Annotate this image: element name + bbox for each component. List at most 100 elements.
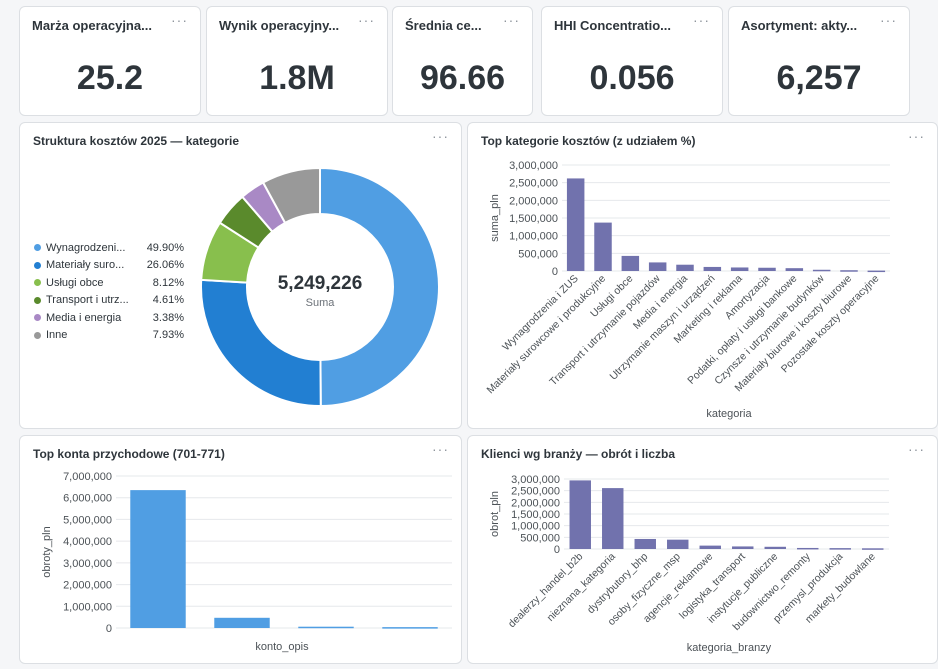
legend-item[interactable]: Wynagrodzeni... 49.90% (34, 239, 184, 257)
bar[interactable] (797, 547, 819, 550)
y-tick-label: 3,000,000 (509, 160, 558, 172)
kpi-card-operating-result[interactable]: Wynik operacyjny... ··· 1.8M (206, 6, 388, 116)
y-tick-label: 2,000,000 (511, 497, 560, 509)
y-tick-label: 500,000 (520, 532, 560, 544)
legend-item[interactable]: Inne 7.93% (34, 327, 184, 345)
card-title: Struktura kosztów 2025 — kategorie (33, 134, 240, 148)
legend-item[interactable]: Transport i utrz... 4.61% (34, 292, 184, 310)
more-options-icon[interactable]: ··· (908, 128, 925, 144)
legend-percent: 49.90% (146, 241, 184, 254)
more-options-icon[interactable]: ··· (908, 441, 925, 457)
kpi-value: 96.66 (419, 59, 506, 97)
more-options-icon[interactable]: ··· (432, 128, 449, 144)
revenue-accounts-bar-chart: 0 1,000,000 2,000,000 3,000,000 4,000,000 5,0… (41, 471, 452, 653)
kpi-value: 6,257 (776, 59, 862, 97)
y-tick-label: 1,000,000 (509, 231, 558, 243)
kpi-title: Asortyment: akty... (741, 18, 858, 33)
more-options-icon[interactable]: ··· (432, 441, 449, 457)
top-cost-categories-card: Top kategorie kosztów (z udziałem %) ···… (467, 122, 938, 429)
legend-item[interactable]: Materiały suro... 26.06% (34, 257, 184, 275)
legend-dot-icon (34, 244, 41, 252)
y-tick-label: 7,000,000 (63, 471, 112, 483)
bar[interactable] (764, 546, 786, 549)
kpi-card-operating-margin[interactable]: Marża operacyjna... ··· 25.2 (19, 6, 201, 116)
y-tick-label: 2,000,000 (63, 580, 112, 592)
y-tick-label: 0 (106, 623, 112, 635)
more-options-icon[interactable]: ··· (503, 12, 520, 28)
kpi-value: 25.2 (76, 59, 144, 97)
legend-dot-icon (34, 279, 41, 287)
card-title: Top konta przychodowe (701-771) (33, 447, 225, 461)
donut-slice[interactable] (319, 166, 441, 408)
kpi-card-average-price[interactable]: Średnia ce... ··· 96.66 (392, 6, 533, 116)
donut-center-label: Suma (306, 297, 336, 309)
bar[interactable] (840, 270, 858, 272)
bar[interactable] (214, 617, 270, 628)
bar[interactable] (676, 264, 694, 271)
y-tick-label: 1,500,000 (511, 509, 560, 521)
y-axis-title: suma_pln (489, 194, 501, 242)
more-options-icon[interactable]: ··· (693, 12, 710, 28)
bar[interactable] (758, 267, 776, 271)
bar[interactable] (602, 488, 624, 549)
bar[interactable] (867, 270, 886, 273)
y-tick-label: 1,000,000 (511, 521, 560, 533)
clients-by-industry-card: Klienci wg branży — obrót i liczba ··· 0… (467, 435, 938, 664)
bar[interactable] (667, 539, 689, 549)
y-axis-title: obrot_pln (489, 491, 501, 537)
y-tick-label: 500,000 (518, 248, 558, 260)
bar[interactable] (812, 269, 831, 272)
y-tick-label: 4,000,000 (63, 536, 112, 548)
donut-slice[interactable] (261, 166, 321, 225)
top-revenue-accounts-card: Top konta przychodowe (701-771) ··· 0 1,0… (19, 435, 462, 664)
legend-percent: 26.06% (146, 259, 184, 272)
donut-slice[interactable] (200, 278, 322, 407)
bar[interactable] (621, 255, 640, 271)
y-tick-label: 3,000,000 (511, 474, 560, 486)
bar[interactable] (634, 538, 656, 549)
bar[interactable] (829, 548, 851, 550)
bar[interactable] (130, 490, 186, 628)
card-title: Top kategorie kosztów (z udziałem %) (481, 134, 696, 148)
bar[interactable] (382, 627, 438, 629)
y-axis-title: obroty_pln (41, 526, 53, 577)
bar[interactable] (703, 266, 722, 271)
y-tick-label: 5,000,000 (63, 514, 112, 526)
x-axis-title: kategoria (706, 408, 752, 420)
x-axis-title: kategoria_branzy (687, 642, 772, 654)
x-axis-title: konto_opis (255, 641, 309, 653)
bar[interactable] (566, 178, 585, 271)
kpi-card-assortment[interactable]: Asortyment: akty... ··· 6,257 (728, 6, 910, 116)
clients-industry-bar-chart: 0500,0001,000,0001,500,0002,000,0002,500… (489, 474, 889, 654)
bar[interactable] (785, 268, 804, 271)
bar[interactable] (298, 626, 354, 629)
cost-structure-card: Struktura kosztów 2025 — kategorie ··· W… (19, 122, 462, 429)
bar[interactable] (699, 545, 721, 549)
x-tick-label: Materiały surowcowe i produkcyjne (484, 273, 608, 397)
bar[interactable] (732, 546, 754, 549)
y-tick-label: 0 (552, 266, 558, 278)
legend-item[interactable]: Usługi obce 8.12% (34, 274, 184, 292)
kpi-card-hhi-concentration[interactable]: HHI Concentratio... ··· 0.056 (541, 6, 723, 116)
legend-dot-icon (34, 314, 41, 322)
bar[interactable] (594, 222, 612, 271)
y-tick-label: 6,000,000 (63, 493, 112, 505)
legend-percent: 3.38% (152, 311, 184, 324)
cost-categories-bar-chart: 0 500,000 1,000,000 1,500,000 2,000,000 2,500… (484, 160, 890, 420)
kpi-title: Wynik operacyjny... (219, 18, 340, 33)
more-options-icon[interactable]: ··· (880, 12, 897, 28)
more-options-icon[interactable]: ··· (171, 12, 188, 28)
bar[interactable] (569, 480, 591, 549)
donut-chart: 5,249,226 Suma (200, 166, 441, 408)
bar[interactable] (648, 262, 667, 271)
card-title: Klienci wg branży — obrót i liczba (481, 447, 676, 461)
kpi-value: 0.056 (589, 59, 675, 97)
legend-dot-icon (34, 331, 41, 339)
legend-dot-icon (34, 296, 41, 304)
bar[interactable] (862, 548, 884, 550)
bar[interactable] (730, 267, 749, 271)
donut-legend: Wynagrodzeni... 49.90% Materiały suro... 26… (34, 239, 184, 344)
legend-item[interactable]: Media i energia 3.38% (34, 309, 184, 327)
y-tick-label: 1,000,000 (63, 601, 112, 613)
more-options-icon[interactable]: ··· (358, 12, 375, 28)
